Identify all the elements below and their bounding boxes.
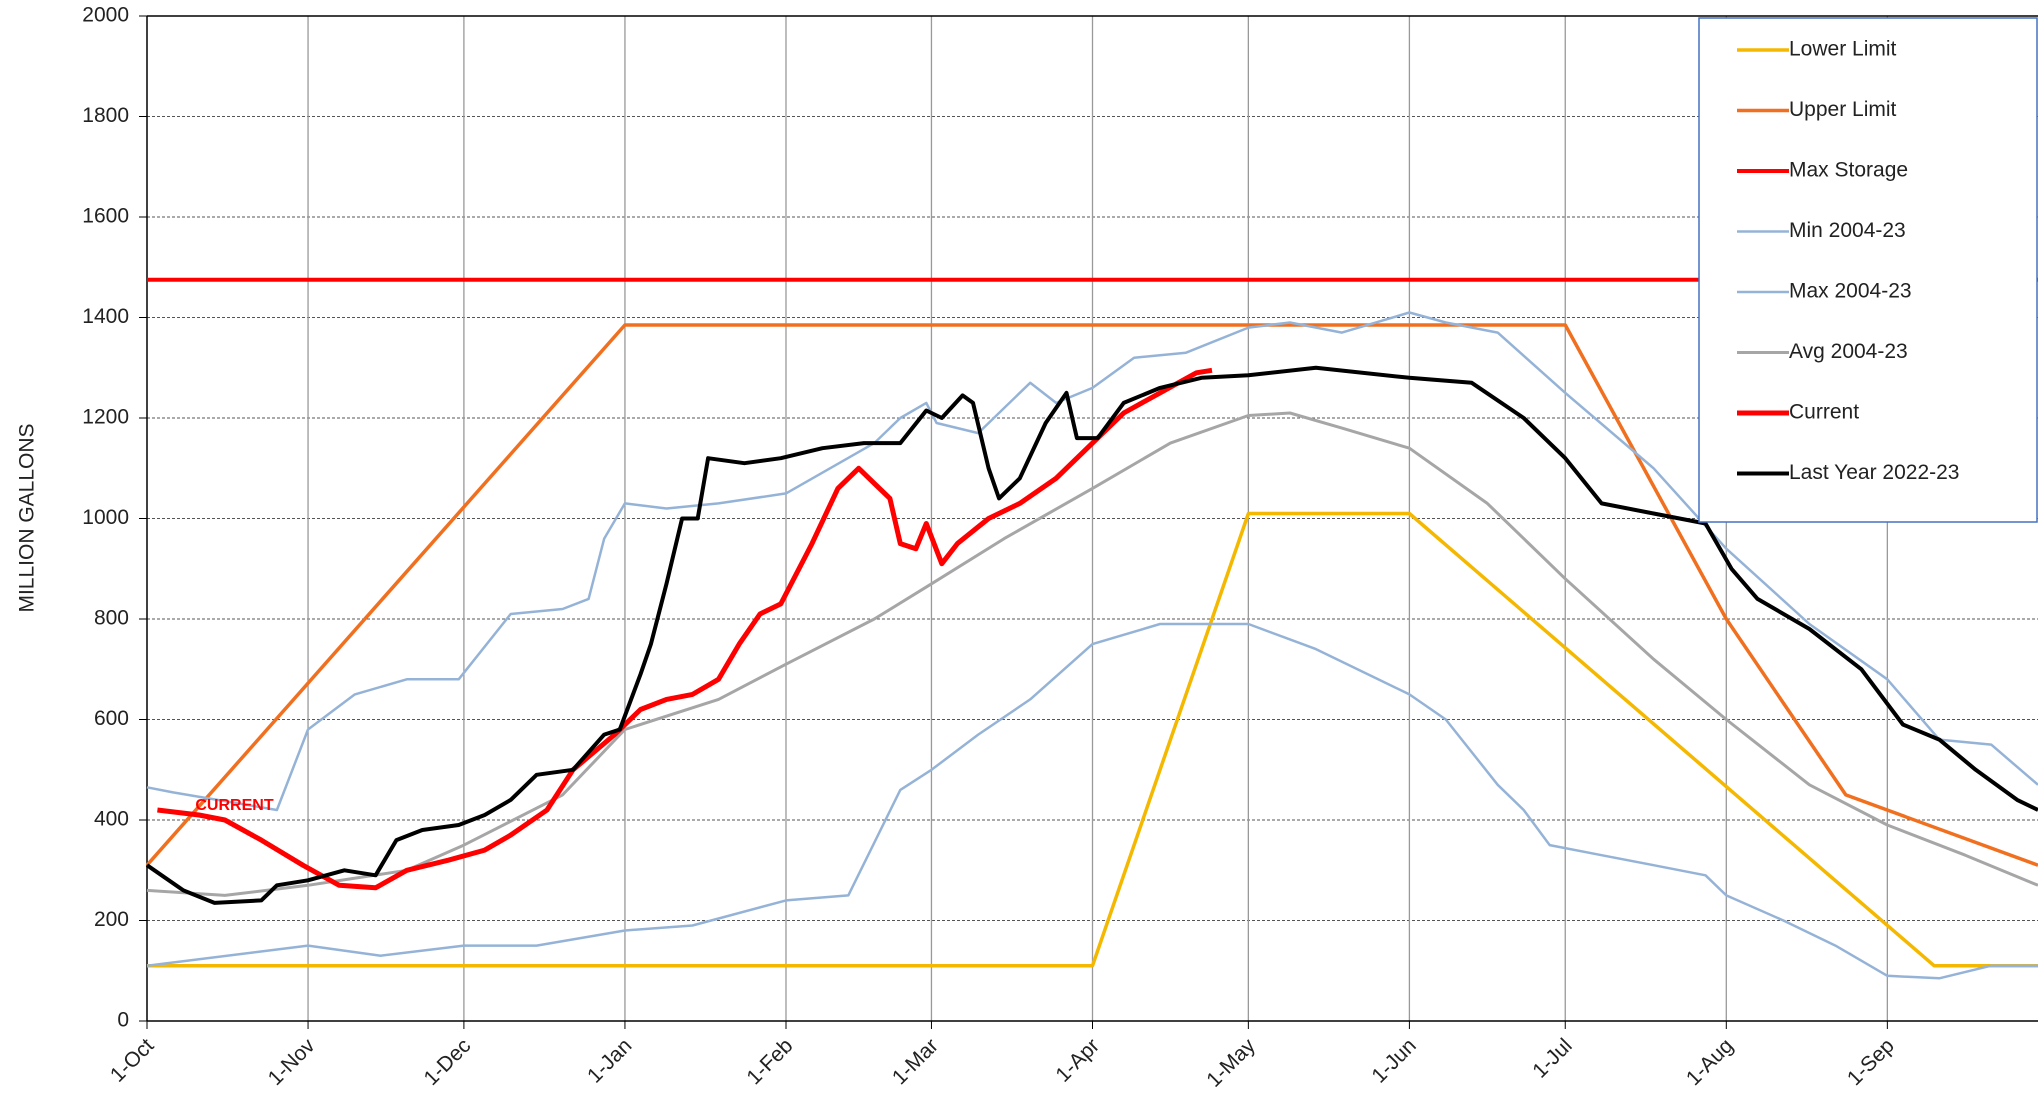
series-line (146, 622, 2038, 980)
legend-label: Lower Limit (1789, 38, 1897, 61)
y-tick-label: 0 (117, 1009, 129, 1032)
x-tick-label: 1-Oct (106, 1034, 159, 1087)
y-axis-label: MILLION GALLONS (16, 423, 39, 612)
x-tick-label: 1-Jun (1367, 1034, 1420, 1087)
y-tick-label: 1000 (82, 506, 129, 529)
series-line (145, 365, 2038, 905)
series-line (146, 411, 2038, 897)
legend-label: Current (1789, 401, 1859, 424)
legend-box (1698, 17, 2038, 523)
x-tick-label: 1-May (1202, 1034, 1260, 1092)
y-tick-label: 1400 (82, 305, 129, 328)
x-tick-label: 1-Aug (1682, 1034, 1738, 1090)
legend-label: Last Year 2022-23 (1789, 461, 1959, 484)
x-tick-label: 1-Nov (264, 1034, 320, 1090)
legend-label: Avg 2004-23 (1789, 340, 1908, 363)
legend-label: Max Storage (1789, 159, 1908, 182)
series-line (157, 367, 1213, 891)
x-tick-label: 1-Sep (1843, 1034, 1899, 1090)
x-tick-label: 1-Jan (583, 1034, 636, 1087)
x-tick-label: 1-Feb (742, 1034, 797, 1089)
y-tick-label: 2000 (82, 4, 129, 27)
y-tick-label: 1600 (82, 205, 129, 228)
y-tick-label: 400 (94, 808, 129, 831)
y-tick-label: 200 (94, 908, 129, 931)
y-tick-label: 600 (94, 707, 129, 730)
x-tick-label: 1-Mar (888, 1034, 943, 1089)
y-tick-label: 800 (94, 607, 129, 630)
x-tick-label: 1-Jul (1528, 1034, 1576, 1082)
annotation: CURRENT (195, 797, 273, 814)
legend-label: Min 2004-23 (1789, 219, 1906, 242)
y-tick-label: 1200 (82, 406, 129, 429)
legend: Lower Limit Upper Limit Max Storage Min 200… (1698, 17, 2038, 523)
series-line (147, 511, 2038, 968)
legend-label: Upper Limit (1789, 98, 1897, 121)
legend-label: Max 2004-23 (1789, 280, 1912, 303)
y-tick-label: 1800 (82, 104, 129, 127)
x-tick-label: 1-Dec (419, 1034, 475, 1090)
x-tick-label: 1-Apr (1051, 1034, 1104, 1087)
series-line (145, 323, 2038, 867)
